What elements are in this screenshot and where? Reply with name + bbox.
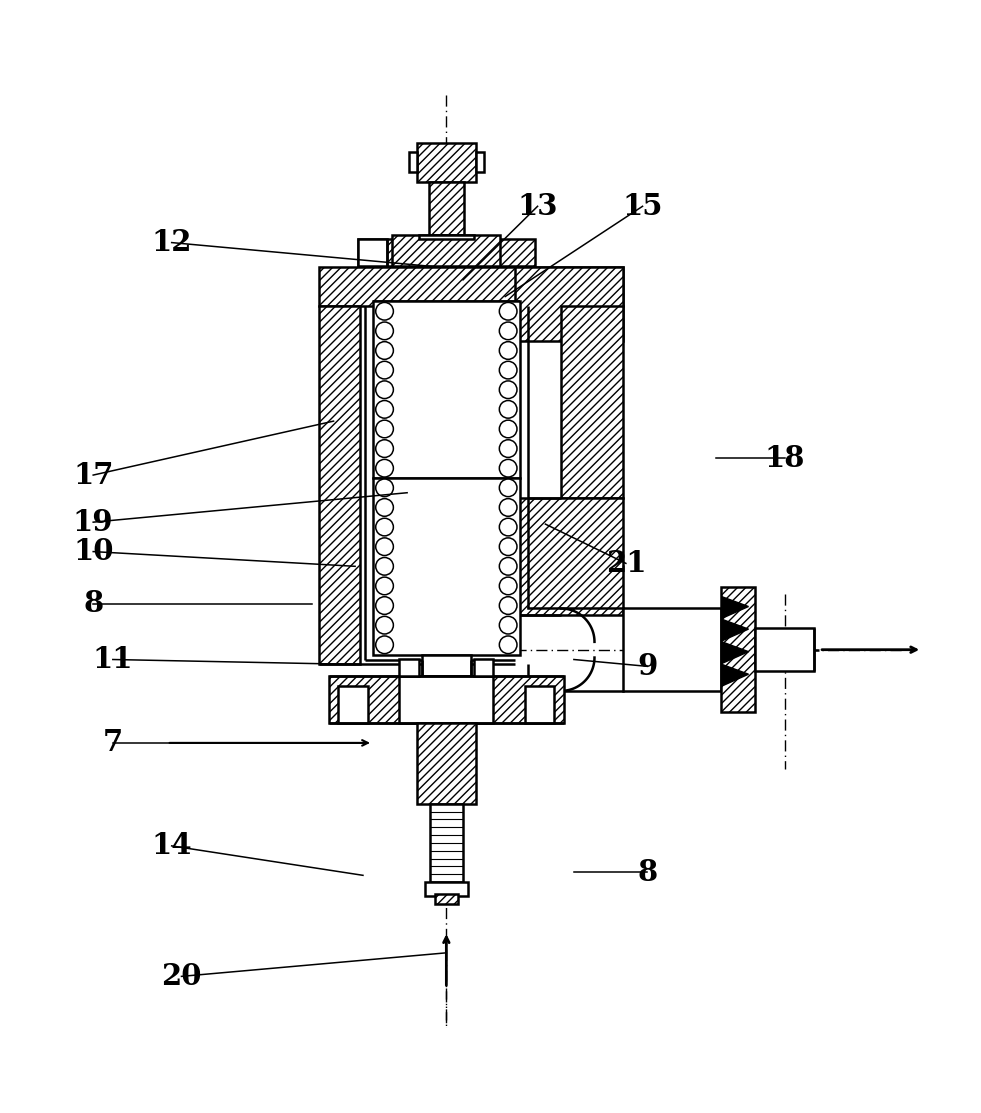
Text: 18: 18 [764, 444, 805, 473]
Polygon shape [722, 619, 749, 641]
Bar [755, 628, 814, 671]
Circle shape [376, 342, 393, 359]
Circle shape [499, 440, 517, 457]
Bar [319, 306, 360, 664]
Text: 8: 8 [83, 589, 103, 618]
Bar [561, 306, 623, 498]
Text: 19: 19 [73, 508, 114, 536]
Text: 9: 9 [638, 652, 657, 681]
Circle shape [499, 519, 517, 535]
Circle shape [376, 538, 393, 555]
Bar [429, 181, 464, 235]
Bar [474, 659, 493, 677]
Bar [623, 609, 721, 691]
Bar [329, 677, 564, 723]
Bar [417, 723, 476, 804]
Circle shape [376, 597, 393, 614]
Bar [430, 804, 463, 883]
Circle shape [499, 558, 517, 575]
Bar [373, 302, 520, 477]
Text: 8: 8 [638, 858, 657, 887]
Text: 15: 15 [622, 191, 663, 220]
Circle shape [499, 342, 517, 359]
Circle shape [376, 303, 393, 321]
Circle shape [376, 420, 393, 437]
Bar [721, 587, 755, 712]
Text: 20: 20 [161, 962, 202, 991]
Bar [419, 235, 474, 238]
Bar [417, 142, 476, 181]
Circle shape [499, 499, 517, 516]
Bar [435, 894, 458, 904]
Bar [399, 677, 493, 723]
Circle shape [499, 401, 517, 418]
Circle shape [376, 479, 393, 496]
Bar [399, 659, 419, 677]
Polygon shape [722, 642, 749, 663]
Text: 14: 14 [151, 831, 192, 860]
Bar [422, 654, 471, 703]
Circle shape [376, 381, 393, 398]
Bar [476, 152, 484, 171]
Bar [409, 152, 417, 171]
Bar [358, 238, 387, 266]
Bar [425, 883, 468, 896]
Circle shape [376, 460, 393, 477]
Bar [358, 238, 535, 266]
Circle shape [376, 499, 393, 516]
Circle shape [499, 303, 517, 321]
Circle shape [499, 420, 517, 437]
Circle shape [499, 381, 517, 398]
Text: 12: 12 [151, 228, 192, 257]
Circle shape [376, 440, 393, 457]
Circle shape [376, 558, 393, 575]
Bar [373, 477, 520, 654]
Circle shape [499, 362, 517, 378]
Text: 17: 17 [73, 461, 114, 490]
Circle shape [376, 636, 393, 653]
Circle shape [499, 597, 517, 614]
Text: 11: 11 [92, 646, 133, 674]
Polygon shape [722, 597, 749, 619]
Circle shape [376, 519, 393, 535]
Bar [392, 235, 500, 266]
Circle shape [376, 617, 393, 634]
Text: 13: 13 [517, 191, 558, 220]
Circle shape [499, 636, 517, 653]
Bar [515, 498, 623, 615]
Text: 7: 7 [103, 728, 123, 757]
Circle shape [499, 460, 517, 477]
Bar [515, 267, 623, 341]
Circle shape [499, 578, 517, 594]
Text: 10: 10 [73, 538, 114, 567]
Bar [338, 686, 368, 723]
Circle shape [499, 322, 517, 339]
Circle shape [499, 479, 517, 496]
Circle shape [376, 578, 393, 594]
Bar [319, 267, 623, 306]
Circle shape [499, 538, 517, 555]
Text: 21: 21 [605, 549, 646, 578]
Bar [525, 686, 554, 723]
Circle shape [376, 322, 393, 339]
Circle shape [376, 401, 393, 418]
Polygon shape [722, 664, 749, 686]
Circle shape [499, 617, 517, 634]
Circle shape [376, 362, 393, 378]
